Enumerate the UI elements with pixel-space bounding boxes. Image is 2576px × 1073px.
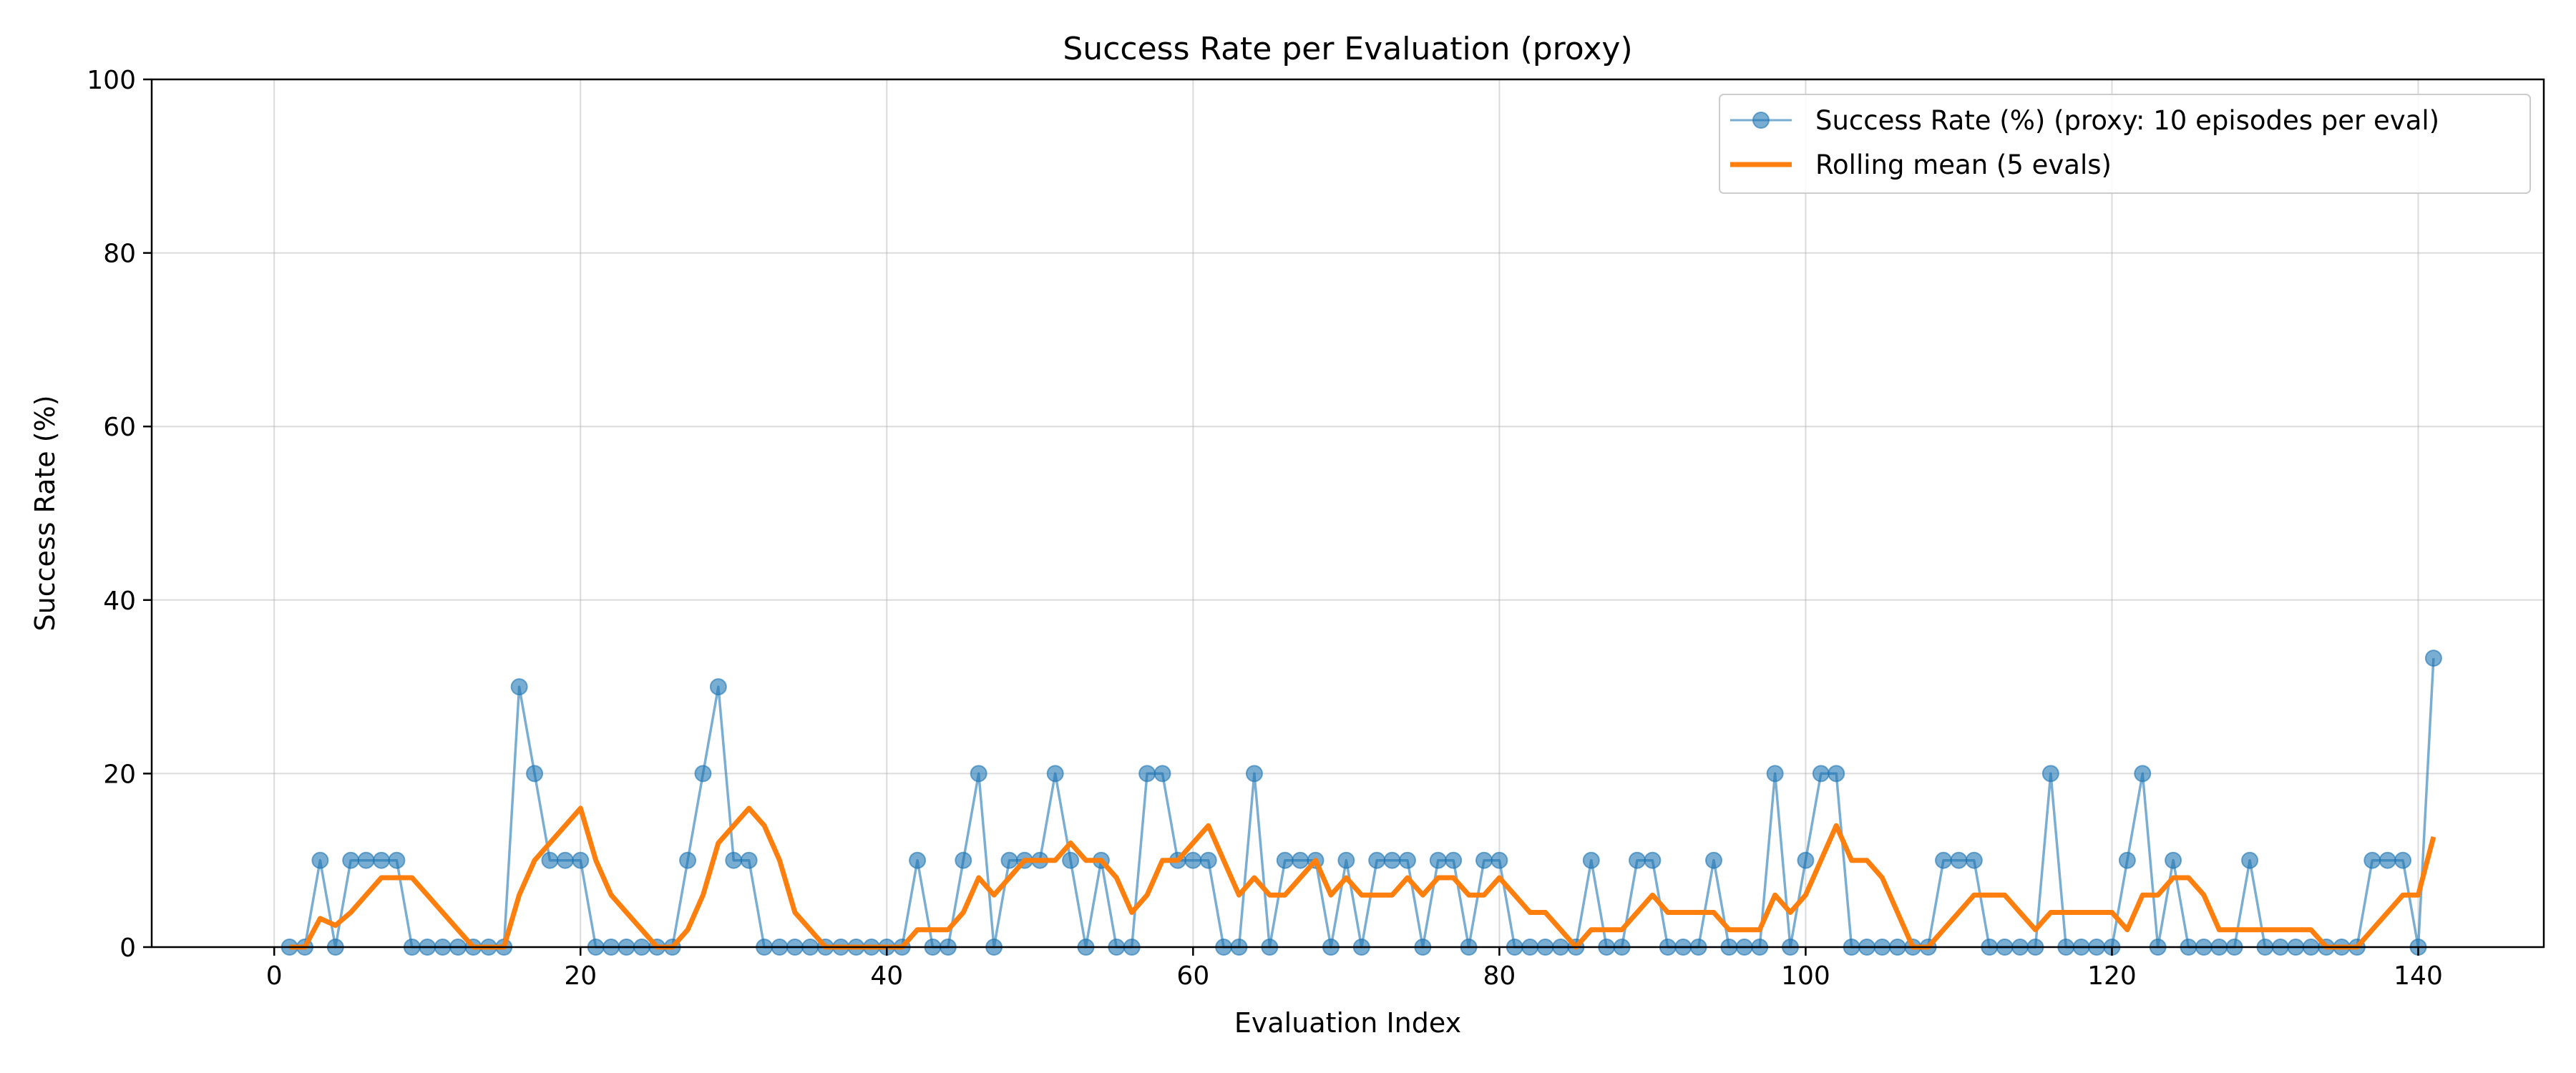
- success-rate-point: [725, 851, 743, 869]
- success-rate-point: [2424, 650, 2442, 667]
- legend-marker-success-rate: [1752, 112, 1770, 129]
- success-rate-point: [694, 765, 712, 783]
- success-rate-point: [1705, 851, 1723, 869]
- success-rate-point: [1292, 851, 1309, 869]
- success-rate-point: [342, 851, 360, 869]
- x-tick-label: 80: [1483, 961, 1516, 991]
- success-rate-point: [373, 851, 391, 869]
- success-rate-point: [955, 851, 972, 869]
- success-rate-point: [1628, 851, 1646, 869]
- success-rate-point: [2363, 851, 2381, 869]
- x-tick-label: 100: [1781, 961, 1830, 991]
- rolling-mean-line: [289, 805, 2436, 950]
- success-rate-point: [1398, 851, 1416, 869]
- legend-label-success-rate: Success Rate (%) (proxy: 10 episodes per…: [1815, 105, 2439, 136]
- y-tick-label: 40: [103, 587, 136, 616]
- success-rate-point: [311, 851, 329, 869]
- y-tick-label: 80: [103, 240, 136, 269]
- legend: Success Rate (%) (proxy: 10 episodes per…: [1719, 94, 2531, 194]
- y-tick-label: 60: [103, 413, 136, 442]
- success-rate-point: [740, 851, 758, 869]
- success-rate-point: [1491, 851, 1508, 869]
- success-rate-point: [1062, 851, 1080, 869]
- legend-label-rolling-mean: Rolling mean (5 evals): [1815, 150, 2112, 180]
- success-rate-point: [1965, 851, 1983, 869]
- success-rate-point: [1797, 851, 1815, 869]
- y-tick-label: 20: [103, 760, 136, 789]
- y-tick-label: 100: [87, 66, 136, 95]
- success-rate-point: [510, 678, 528, 696]
- success-rate-point: [1582, 851, 1600, 869]
- success-rate-point: [1812, 765, 1830, 783]
- success-rate-point: [1445, 851, 1463, 869]
- success-rate-point: [1828, 765, 1845, 783]
- success-rate-point: [2041, 765, 2059, 783]
- x-tick-label: 20: [564, 961, 597, 991]
- success-rate-point: [1475, 851, 1493, 869]
- success-rate-point: [1950, 851, 1968, 869]
- success-rate-point: [1184, 851, 1202, 869]
- success-rate-point: [572, 851, 590, 869]
- success-rate-point: [388, 851, 406, 869]
- success-rate-point: [2165, 851, 2182, 869]
- success-rate-point: [2118, 851, 2136, 869]
- success-rate-point: [2241, 851, 2259, 869]
- success-rate-point: [1766, 765, 1784, 783]
- success-rate-point: [1276, 851, 1294, 869]
- success-rate-point: [1368, 851, 1386, 869]
- success-rate-point: [679, 851, 697, 869]
- success-rate-point: [1383, 851, 1401, 869]
- x-tick-label: 140: [2394, 961, 2443, 991]
- success-rate-point: [1199, 851, 1217, 869]
- success-rate-point: [541, 851, 559, 869]
- success-rate-point: [2134, 765, 2152, 783]
- success-rate-point: [709, 678, 727, 696]
- success-rate-point: [2394, 851, 2412, 869]
- y-tick-label: 0: [119, 934, 136, 963]
- legend-box: [1719, 94, 2531, 194]
- success-rate-point: [1000, 851, 1018, 869]
- success-rate-point: [1429, 851, 1447, 869]
- success-rate-point: [1935, 851, 1953, 869]
- success-rate-point: [1644, 851, 1662, 869]
- success-rate-point: [1046, 765, 1064, 783]
- axis-ticks: 0 20 40 60 80 100 120 140 0 20 40 60 80 100: [87, 66, 2443, 991]
- x-tick-label: 60: [1176, 961, 1209, 991]
- y-axis-label: Success Rate (%): [29, 395, 61, 631]
- success-rate-point: [1138, 765, 1156, 783]
- plot-frame: [150, 78, 2545, 949]
- success-rate-point: [357, 851, 375, 869]
- success-rate-point: [1153, 765, 1171, 783]
- x-tick-label: 40: [870, 961, 903, 991]
- success-rate-point: [1337, 851, 1355, 869]
- x-axis-label: Evaluation Index: [1234, 1007, 1461, 1039]
- success-rate-point: [526, 765, 544, 783]
- success-rate-point: [556, 851, 574, 869]
- success-rate-point: [909, 851, 927, 869]
- success-rate-point: [2379, 851, 2396, 869]
- chart-title: Success Rate per Evaluation (proxy): [1063, 31, 1632, 67]
- success-rate-point: [1245, 765, 1263, 783]
- success-rate-point: [970, 765, 987, 783]
- x-tick-label: 120: [2087, 961, 2137, 991]
- x-tick-label: 0: [266, 961, 283, 991]
